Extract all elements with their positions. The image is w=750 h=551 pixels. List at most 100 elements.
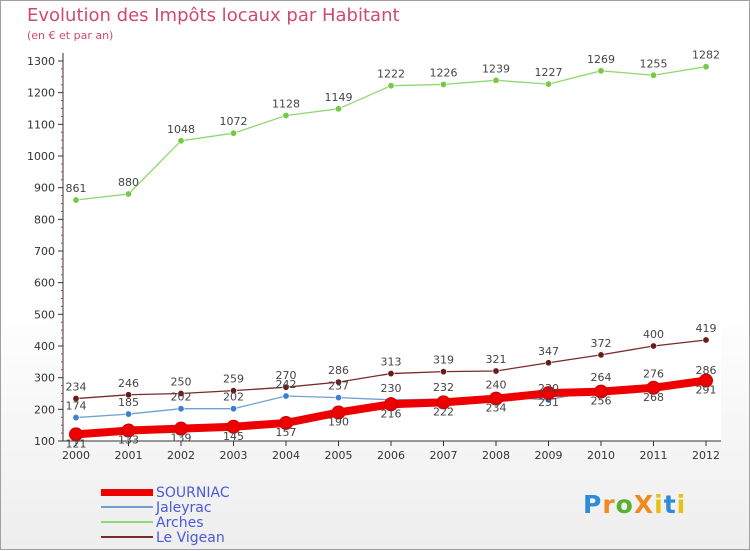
logo-letter: X [633,490,655,519]
data-label-arches: 1149 [325,91,353,104]
chart-subtitle: (en € et par an) [27,29,114,42]
data-point-le-vigean [177,389,185,397]
x-tick-label: 2012 [692,449,720,462]
data-point-jaleyrac [230,405,238,413]
data-label-jaleyrac: 286 [696,364,717,377]
data-point-le-vigean [702,336,710,344]
data-point-arches [649,71,657,79]
data-point-le-vigean [597,351,605,359]
data-label-arches: 1222 [377,68,405,81]
data-point-sourniac [174,421,188,436]
x-tick-label: 2000 [62,449,90,462]
data-label-jaleyrac: 242 [276,378,297,391]
data-point-le-vigean [649,342,657,350]
data-label-arches: 1226 [430,66,458,79]
data-label-jaleyrac: 264 [591,371,612,384]
data-point-le-vigean [230,387,238,395]
y-tick-label: 1200 [27,87,55,100]
x-tick-label: 2005 [325,449,353,462]
data-label-le-vigean: 321 [486,353,507,366]
logo-letter: i [676,490,687,519]
data-label-le-vigean: 419 [696,322,717,335]
data-point-sourniac [331,405,346,420]
y-tick-label: 700 [34,245,55,258]
logo-letter: t [663,490,677,519]
data-label-le-vigean: 372 [591,337,612,350]
data-point-le-vigean [492,367,500,375]
data-label-arches: 861 [66,182,87,195]
data-point-sourniac [121,423,136,438]
data-label-le-vigean: 319 [433,354,454,367]
y-tick-label: 200 [34,403,55,416]
legend-label-sourniac: SOURNIAC [156,485,230,501]
data-label-le-vigean: 270 [276,369,297,382]
data-label-le-vigean: 313 [381,356,402,369]
y-tick-label: 1300 [27,55,55,68]
data-label-sourniac: 256 [591,395,612,408]
logo-letter: P [583,490,603,519]
data-point-sourniac [226,419,241,434]
y-tick-label: 1000 [27,150,55,163]
data-label-arches: 1072 [220,115,248,128]
data-point-sourniac [594,384,608,399]
data-label-le-vigean: 259 [223,373,244,386]
data-point-arches [230,129,238,137]
legend-label-arches: Arches [156,515,204,531]
data-label-sourniac: 268 [643,391,664,404]
data-label-jaleyrac: 276 [643,367,664,380]
x-tick-label: 2004 [272,449,300,462]
data-label-sourniac: 133 [118,434,139,447]
data-point-arches [702,63,710,71]
y-tick-label: 100 [34,435,55,448]
y-tick-label: 900 [34,182,55,195]
data-point-arches [177,137,185,145]
data-label-sourniac: 145 [223,430,244,443]
logo-letter: r [602,490,616,519]
data-point-arches [597,67,605,75]
data-label-sourniac: 222 [433,405,454,418]
data-point-sourniac [384,397,398,412]
logo-letter: i [654,490,664,519]
data-point-le-vigean [125,391,133,399]
data-label-arches: 1128 [272,97,300,110]
y-tick-label: 800 [34,213,55,226]
data-point-sourniac [541,386,556,401]
data-point-arches [544,80,552,88]
data-label-sourniac: 157 [276,426,297,439]
data-point-jaleyrac [72,414,80,422]
data-point-arches [72,196,80,204]
x-tick-label: 2009 [535,449,563,462]
x-tick-label: 2001 [115,449,143,462]
data-point-arches [439,80,447,88]
data-point-arches [282,111,290,119]
legend-swatch-le-vigean [101,536,153,538]
data-label-jaleyrac: 230 [381,382,402,395]
data-label-arches: 880 [118,176,139,189]
data-label-sourniac: 216 [381,407,402,420]
data-label-le-vigean: 234 [66,381,87,394]
data-label-jaleyrac: 240 [486,379,507,392]
data-label-jaleyrac: 230 [538,382,559,395]
data-label-jaleyrac: 174 [66,400,87,413]
legend-swatch-arches [101,521,153,523]
data-label-arches: 1269 [587,53,615,66]
x-tick-label: 2003 [220,449,248,462]
data-label-le-vigean: 286 [328,364,349,377]
data-label-arches: 1255 [640,57,668,70]
data-label-jaleyrac: 237 [328,380,349,393]
data-label-arches: 1048 [167,123,195,136]
x-tick-label: 2006 [377,449,405,462]
data-point-jaleyrac [177,405,185,413]
y-tick-label: 500 [34,308,55,321]
data-label-jaleyrac: 232 [433,381,454,394]
data-point-arches [387,82,395,90]
y-tick-label: 600 [34,277,55,290]
data-label-arches: 1227 [535,66,563,79]
y-tick-label: 1100 [27,118,55,131]
data-label-sourniac: 291 [696,384,717,397]
data-point-sourniac [646,380,661,395]
data-point-sourniac [489,391,503,406]
data-point-le-vigean [72,395,80,403]
legend-label-le-vigean: Le Vigean [156,530,225,546]
